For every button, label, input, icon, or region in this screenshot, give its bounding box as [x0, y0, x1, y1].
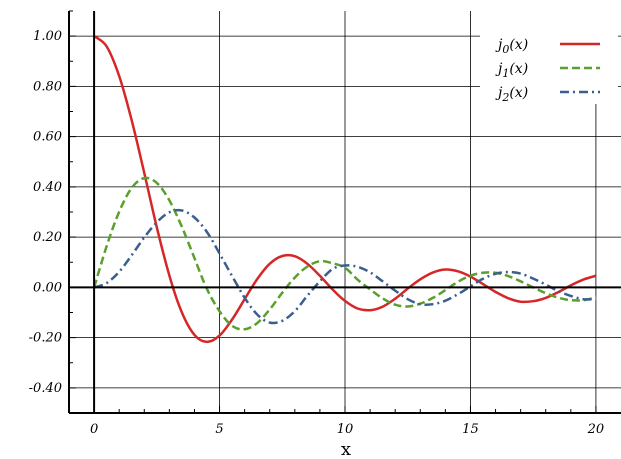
series-lines [92, 35, 597, 344]
series-line-2 [93, 208, 596, 325]
x-tick-label: 5 [215, 422, 223, 437]
y-tick-label: 1.00 [33, 29, 62, 44]
y-tick-label: 0.40 [33, 180, 62, 195]
y-tick-label: 0.00 [33, 280, 62, 295]
y-tick-label: 0.20 [33, 230, 62, 245]
x-tick-label: 20 [587, 422, 605, 437]
x-axis-label: x [341, 439, 351, 459]
x-tick-label: 10 [337, 422, 354, 437]
series-line-0 [93, 35, 597, 344]
tick-labels: -0.40 -0.20 0.00 0.20 0.40 0.60 0.80 1.00 0 5 10 15… [29, 29, 605, 437]
y-tick-label: 0.60 [33, 130, 62, 145]
legend-label-2: j2(x) [495, 85, 528, 104]
tick-marks [69, 10, 597, 414]
x-tick-label: 0 [90, 422, 98, 437]
legend: j0(x) j1(x) j2(x) [480, 10, 618, 104]
legend-label-0: j0(x) [495, 37, 528, 56]
x-tick-label: 15 [462, 422, 479, 437]
legend-label-1: j1(x) [495, 61, 528, 80]
legend-box [480, 10, 618, 104]
y-tick-label: 0.80 [33, 79, 62, 94]
series-line-1 [92, 176, 597, 331]
y-tick-label: -0.20 [29, 331, 62, 346]
y-tick-label: -0.40 [29, 381, 62, 396]
